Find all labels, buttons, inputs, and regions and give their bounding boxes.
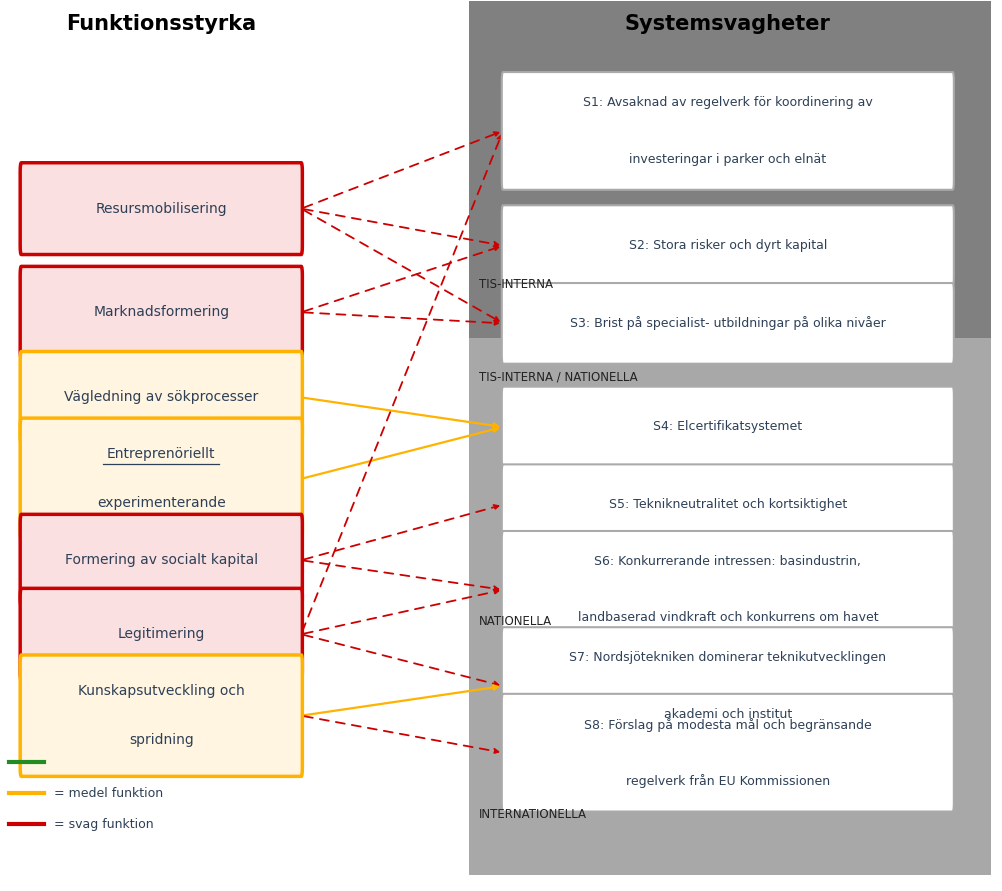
Text: Resursmobilisering: Resursmobilisering	[95, 201, 227, 216]
Text: S4: Elcertifikatsystemet: S4: Elcertifikatsystemet	[653, 421, 803, 434]
Text: Marknadsformering: Marknadsformering	[93, 306, 229, 319]
Text: = stark funktion: = stark funktion	[54, 756, 156, 769]
FancyBboxPatch shape	[20, 351, 303, 444]
Text: Kunskapsutveckling och: Kunskapsutveckling och	[78, 684, 244, 699]
Text: spridning: spridning	[129, 733, 193, 747]
Text: investeringar i parker och elnät: investeringar i parker och elnät	[629, 152, 827, 166]
Text: S6: Konkurrerande intressen: basindustrin,: S6: Konkurrerande intressen: basindustri…	[594, 555, 862, 568]
FancyBboxPatch shape	[502, 387, 954, 468]
FancyBboxPatch shape	[20, 588, 303, 680]
Text: experimenterande: experimenterande	[97, 496, 225, 511]
Text: TIS-INTERNA: TIS-INTERNA	[479, 278, 553, 290]
Text: Legitimering: Legitimering	[117, 627, 205, 642]
Text: akademi och institut: akademi och institut	[663, 707, 792, 721]
FancyBboxPatch shape	[469, 339, 991, 875]
Text: S1: Avsaknad av regelverk för koordinering av: S1: Avsaknad av regelverk för koordineri…	[583, 96, 873, 110]
Text: Entreprenöriellt: Entreprenöriellt	[107, 447, 215, 462]
Text: Funktionsstyrka: Funktionsstyrka	[66, 13, 257, 34]
Text: S7: Nordsjötekniken dominerar teknikutvecklingen: S7: Nordsjötekniken dominerar teknikutve…	[569, 651, 887, 665]
FancyBboxPatch shape	[20, 655, 303, 776]
FancyBboxPatch shape	[502, 627, 954, 745]
FancyBboxPatch shape	[502, 694, 954, 812]
FancyBboxPatch shape	[20, 266, 303, 358]
Text: Formering av socialt kapital: Formering av socialt kapital	[65, 553, 258, 568]
Text: landbaserad vindkraft och konkurrens om havet: landbaserad vindkraft och konkurrens om …	[577, 611, 878, 625]
Text: S2: Stora risker och dyrt kapital: S2: Stora risker och dyrt kapital	[628, 239, 827, 252]
FancyBboxPatch shape	[20, 418, 303, 540]
FancyBboxPatch shape	[502, 283, 954, 364]
Text: TIS-INTERNA / NATIONELLA: TIS-INTERNA / NATIONELLA	[479, 371, 637, 384]
Text: NATIONELLA: NATIONELLA	[479, 615, 552, 628]
FancyBboxPatch shape	[502, 464, 954, 545]
Text: regelverk från EU Kommissionen: regelverk från EU Kommissionen	[626, 773, 830, 788]
FancyBboxPatch shape	[469, 2, 991, 339]
FancyBboxPatch shape	[502, 72, 954, 190]
FancyBboxPatch shape	[20, 163, 303, 255]
FancyBboxPatch shape	[502, 531, 954, 649]
Text: S8: Förslag på modesta mål och begränsande: S8: Förslag på modesta mål och begränsan…	[584, 717, 872, 732]
Text: Vägledning av sökprocesser: Vägledning av sökprocesser	[64, 390, 259, 405]
Text: S5: Teknikneutralitet och kortsiktighet: S5: Teknikneutralitet och kortsiktighet	[608, 498, 847, 511]
Text: = svag funktion: = svag funktion	[54, 818, 154, 831]
Text: S3: Brist på specialist- utbildningar på olika nivåer: S3: Brist på specialist- utbildningar på…	[570, 316, 886, 331]
Text: Systemsvagheter: Systemsvagheter	[625, 13, 831, 34]
Text: INTERNATIONELLA: INTERNATIONELLA	[479, 807, 587, 821]
FancyBboxPatch shape	[502, 205, 954, 286]
FancyBboxPatch shape	[20, 514, 303, 606]
Text: = medel funktion: = medel funktion	[54, 787, 163, 800]
